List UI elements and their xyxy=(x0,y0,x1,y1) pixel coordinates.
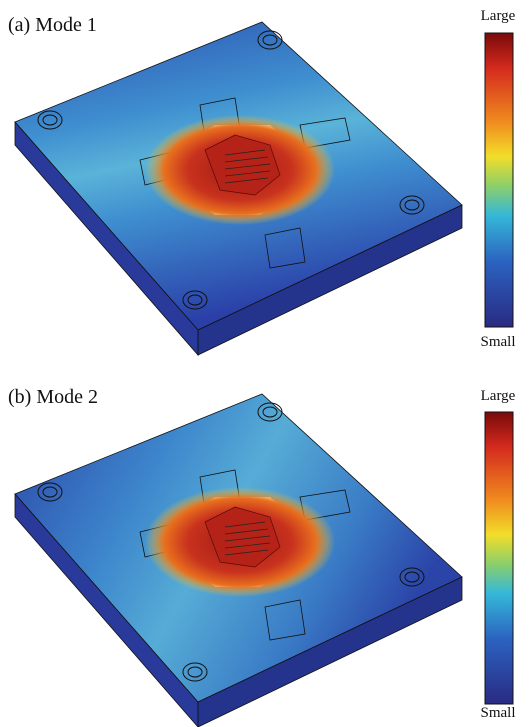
colorbar-max-label: Large xyxy=(481,388,516,404)
colorbar-min-label: Small xyxy=(480,705,515,721)
colorbar-max-label: Large xyxy=(481,8,516,24)
panel-a: (a) Mode 1 Large Small xyxy=(8,8,516,356)
panel-label: (b) Mode 2 xyxy=(8,386,98,408)
colorbar xyxy=(484,32,514,328)
colorbar-min-label: Small xyxy=(480,334,515,350)
panel-label: (a) Mode 1 xyxy=(8,14,97,36)
panel-b: (b) Mode 2 Large Small xyxy=(8,386,516,727)
colorbar xyxy=(484,411,514,705)
